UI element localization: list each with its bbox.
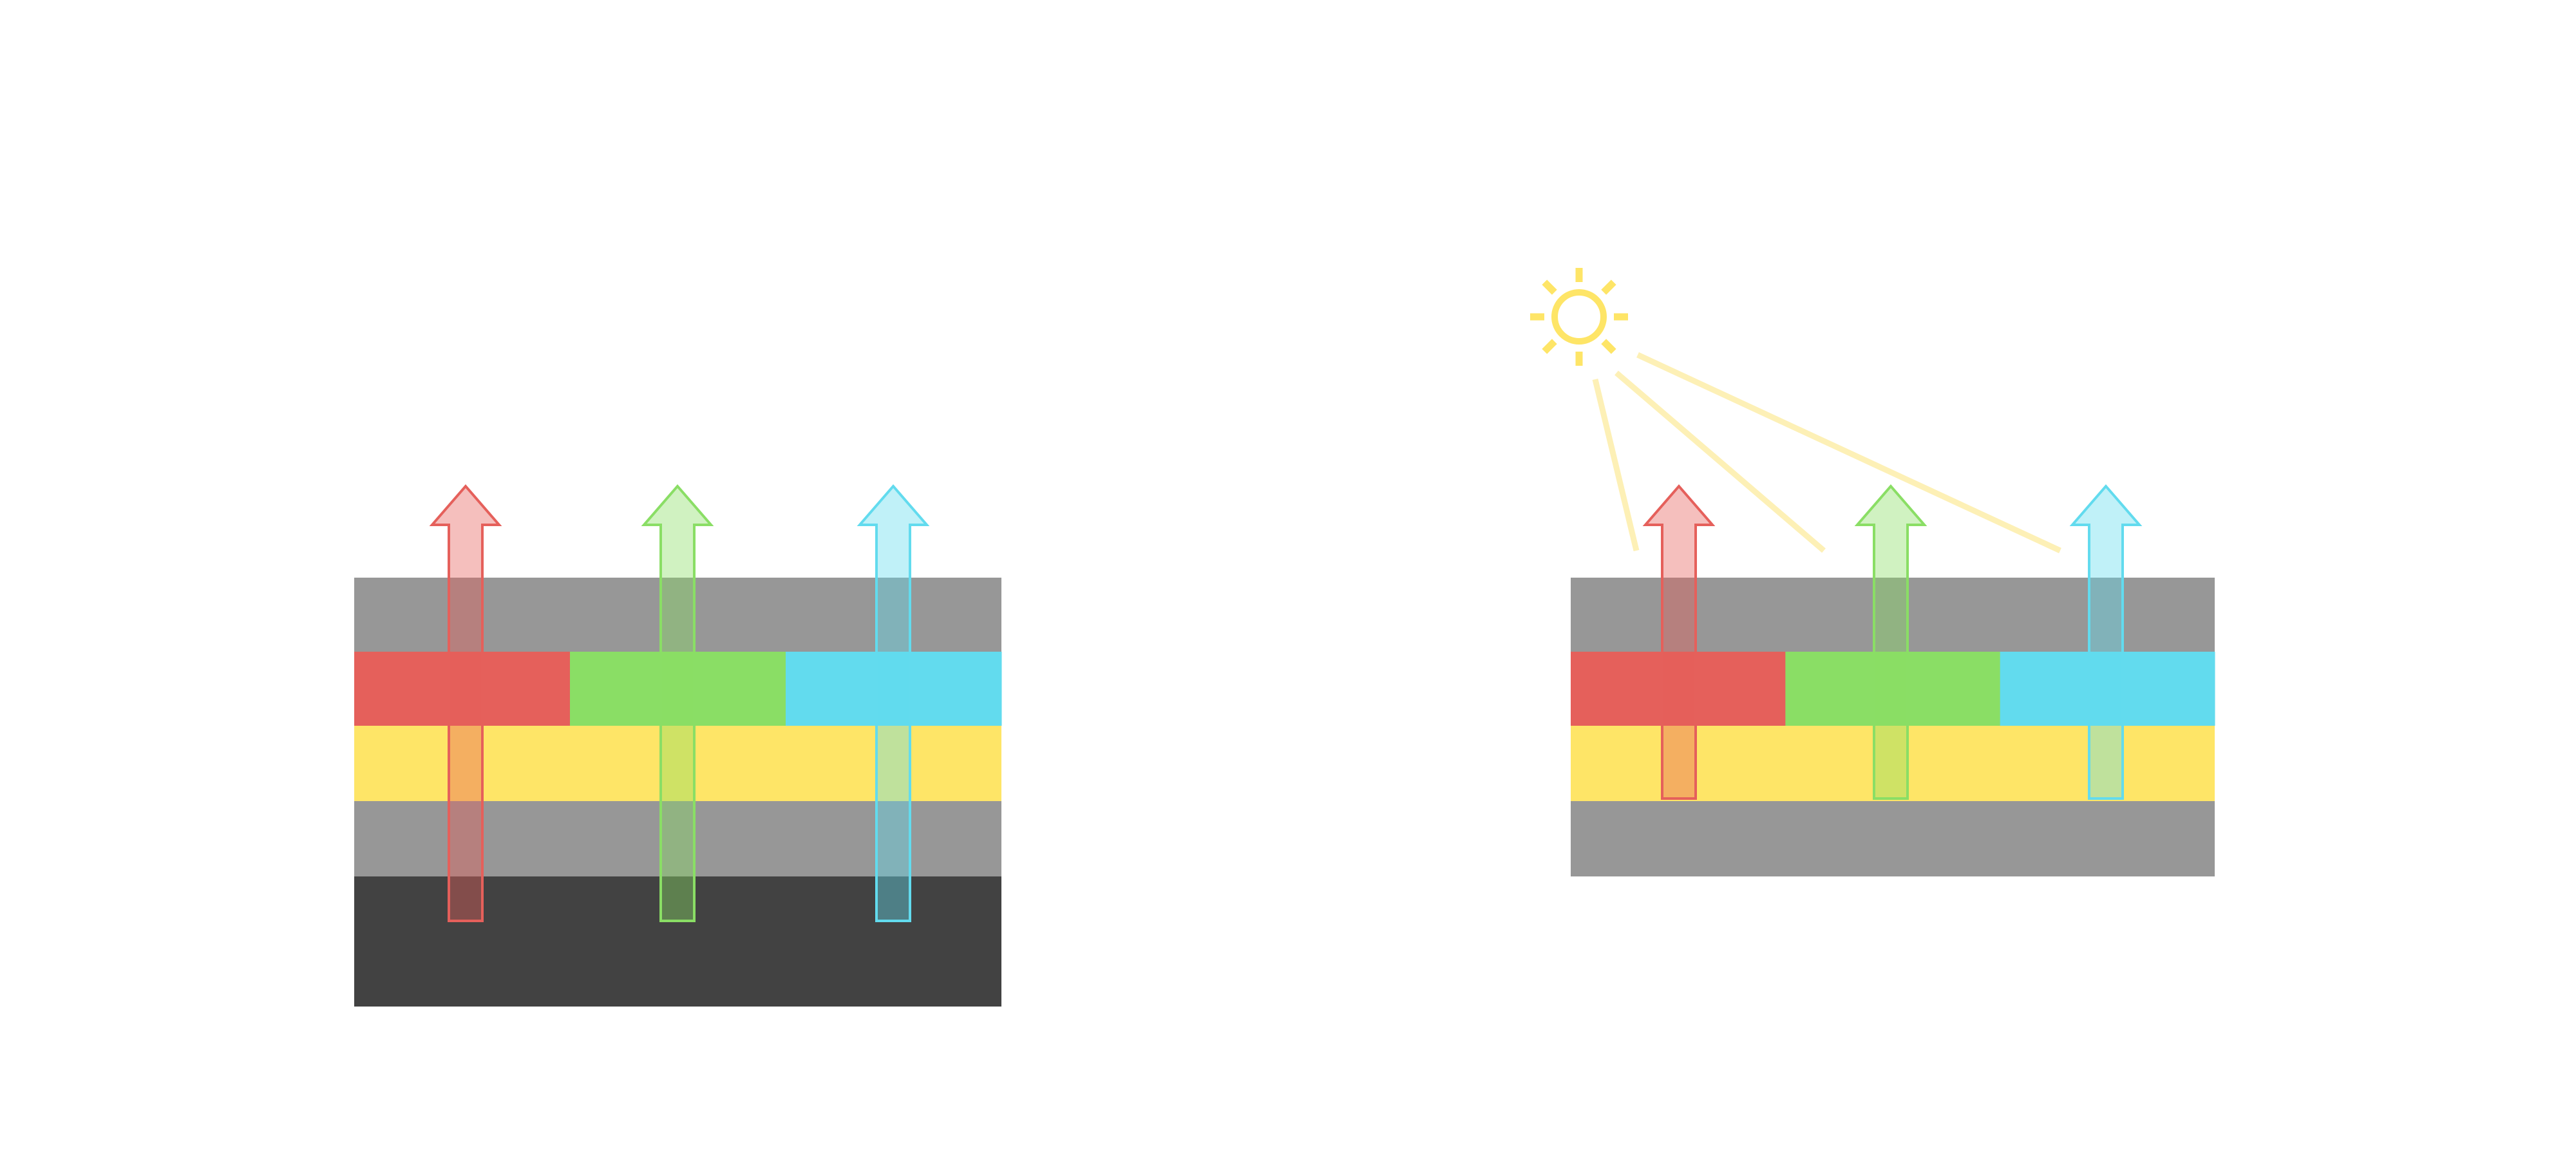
red-arrow-up-icon [1642, 484, 1716, 800]
left-layer-stack [354, 484, 1002, 1007]
gray-layer [354, 801, 1001, 876]
gray-layer [1571, 578, 2215, 652]
cyan-arrow-up-icon [857, 484, 930, 922]
sun-ray [1542, 339, 1557, 354]
gray-layer [354, 578, 1001, 652]
green-filter-segment [570, 652, 786, 726]
light-beam [1636, 352, 2061, 554]
gray-layer [1571, 801, 2215, 876]
green-arrow-up-icon [1854, 484, 1927, 800]
green-filter-segment [1785, 652, 2001, 726]
red-filter-segment [354, 652, 571, 726]
sun-icon [1530, 268, 1628, 366]
sun-ray [1601, 279, 1616, 295]
red-filter-segment [1571, 652, 1786, 726]
right-layer-stack [1571, 484, 2215, 876]
sun-ray [1601, 339, 1616, 354]
light-beams [1592, 352, 2061, 554]
cyan-filter-segment [786, 652, 1002, 726]
yellow-layer [354, 726, 1001, 801]
light-beam [1592, 378, 1640, 552]
red-arrow-up-icon [429, 484, 502, 922]
cyan-arrow-up-icon [2069, 484, 2143, 800]
sun-ray [1542, 279, 1557, 295]
cyan-filter-segment [2000, 652, 2215, 726]
light-beam [1615, 370, 1826, 553]
sun-disc [1551, 289, 1607, 345]
green-arrow-up-icon [641, 484, 714, 922]
dark-layer [354, 876, 1001, 1007]
yellow-layer [1571, 726, 2215, 801]
